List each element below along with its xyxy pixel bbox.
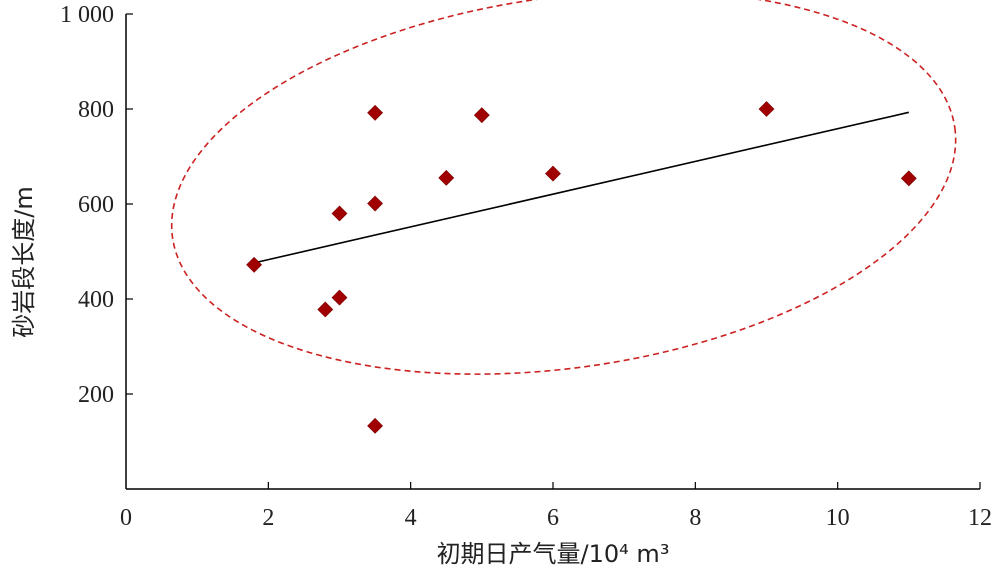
y-tick-label: 1 000 [60, 2, 114, 28]
y-tick-label: 800 [78, 97, 114, 123]
data-points [246, 101, 917, 434]
data-point [367, 195, 384, 212]
y-tick-label: 200 [78, 382, 114, 408]
data-point [367, 417, 384, 434]
data-point [900, 170, 917, 187]
data-point [317, 301, 334, 318]
x-tick-label: 10 [826, 505, 850, 531]
trendline-layer [253, 111, 910, 264]
y-tick-label: 400 [78, 287, 114, 313]
x-tick-label: 12 [968, 505, 992, 531]
x-ticks: 0 2 4 6 8 10 12 [120, 482, 992, 531]
x-tick-label: 6 [547, 505, 559, 531]
y-ticks: 200 400 600 800 1 000 [60, 2, 133, 408]
data-point [331, 289, 348, 306]
x-tick-label: 8 [689, 505, 701, 531]
data-point [473, 107, 490, 124]
data-point [367, 104, 384, 121]
data-point [758, 101, 775, 117]
x-tick-label: 2 [262, 505, 274, 531]
x-axis-title: 初期日产气量/10⁴ m³ [437, 540, 670, 568]
data-point [545, 165, 561, 182]
x-tick-label: 4 [405, 505, 417, 531]
data-point [246, 256, 263, 273]
y-tick-label: 600 [78, 192, 114, 218]
highlight-ellipse [170, 0, 957, 375]
data-point [331, 205, 348, 222]
trendline [253, 111, 910, 264]
annotation-layer [170, 0, 957, 375]
y-axis-title: 砂岩段长度/m [10, 186, 38, 337]
data-point [438, 169, 455, 186]
x-tick-label: 0 [120, 505, 132, 531]
